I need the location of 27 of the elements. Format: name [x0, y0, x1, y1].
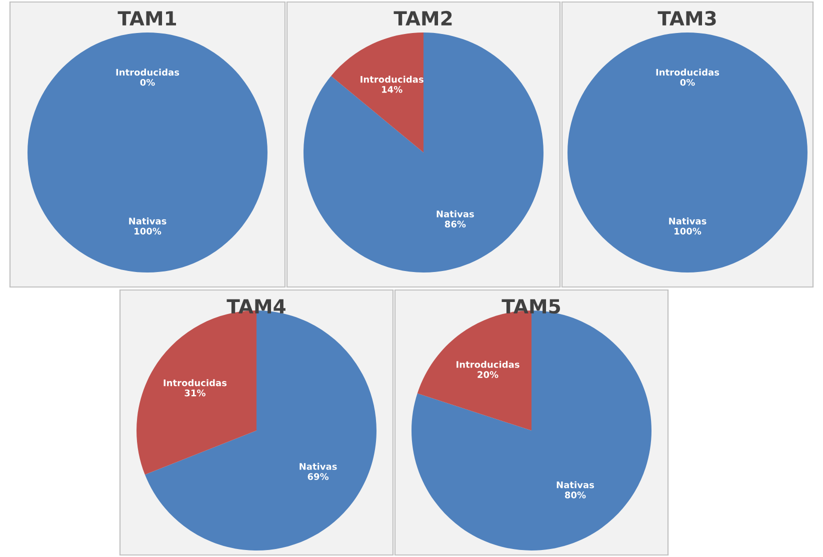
category-label: Introducidas	[656, 68, 720, 76]
pie-slice	[304, 32, 544, 272]
slice-label: Introducidas	[360, 76, 424, 83]
chart-title: TAM3	[658, 10, 716, 26]
data-label: 14%	[382, 86, 402, 93]
slice-label: Introducidas	[456, 360, 520, 368]
chart-title: TAM4	[226, 299, 286, 314]
chart-title: TAM5	[502, 299, 560, 314]
category-label: Introducidas	[116, 68, 180, 76]
slice-label: Nativas	[129, 217, 166, 224]
data-label: 20%	[478, 371, 498, 378]
chart-title: TAM1	[118, 11, 176, 26]
data-label: 31%	[184, 390, 206, 396]
data-label: 100%	[674, 228, 702, 235]
data-label: 86%	[444, 220, 466, 228]
pie-slice	[331, 32, 424, 152]
data-label: 80%	[564, 492, 586, 498]
slice-label: Introducidas	[164, 379, 227, 386]
text: 0%	[140, 78, 155, 86]
slice-label: Nativas	[669, 217, 706, 224]
chart-title: TAM2	[394, 10, 452, 26]
slice-label: Nativas	[300, 462, 337, 470]
slice-label: Nativas	[556, 481, 594, 488]
slice-label: Nativas	[436, 210, 474, 218]
data-label: 69%	[308, 473, 329, 480]
text: 0%	[680, 78, 695, 86]
data-label: 100%	[134, 228, 162, 235]
